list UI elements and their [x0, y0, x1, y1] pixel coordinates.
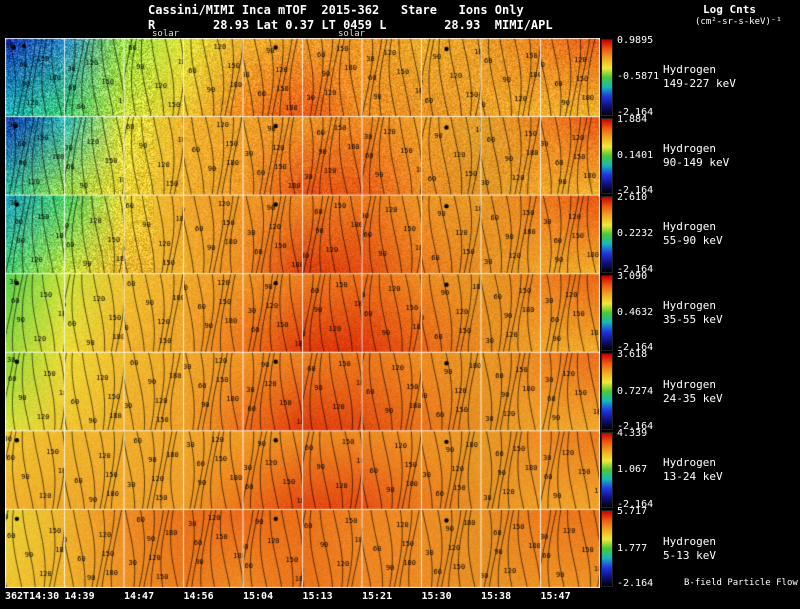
colorbar-mid-value: -0.5871: [617, 71, 659, 82]
colorbar-max-value: 4.339: [617, 428, 647, 439]
species-label: Hydrogen: [663, 299, 716, 312]
energy-label: 90-149 keV: [663, 156, 729, 169]
colorbar-max-value: 1.884: [617, 114, 647, 125]
species-label: Hydrogen: [663, 142, 716, 155]
colorbar-max-value: 3.618: [617, 349, 647, 360]
time-tick-label: 14:39: [65, 591, 95, 602]
colorbar-mid-value: 0.4632: [617, 307, 653, 318]
page-title: Cassini/MIMI Inca mTOF 2015-362 Stare Io…: [148, 3, 524, 17]
colorbar-mid-value: 1.777: [617, 543, 647, 554]
species-label: Hydrogen: [663, 220, 716, 233]
colorbar-values-column: 0.9895 -0.5871 -2.164 1.884 0.1401 -2.164 2.61…: [617, 38, 663, 590]
colorbar-mid-value: 0.2232: [617, 228, 653, 239]
energy-label: 13-24 keV: [663, 470, 723, 483]
species-label: Hydrogen: [663, 63, 716, 76]
energy-label: 5-13 keV: [663, 549, 716, 562]
colorbar-min-value: -2.164: [617, 578, 653, 589]
time-tick-label: 15:13: [303, 591, 333, 602]
colorbar: [601, 118, 613, 195]
colorbar-mid-value: 0.1401: [617, 150, 653, 161]
time-tick-label: 362T14:30: [5, 591, 59, 602]
energy-label: 35-55 keV: [663, 313, 723, 326]
energy-label: 55-90 keV: [663, 234, 723, 247]
colorbar-column: [601, 38, 613, 588]
colorbar-max-value: 3.090: [617, 271, 647, 282]
colorbar: [601, 432, 613, 509]
colorbar-max-value: 0.9895: [617, 35, 653, 46]
colorbar: [601, 39, 613, 116]
colorbar-mid-value: 1.067: [617, 464, 647, 475]
time-tick-label: 15:47: [541, 591, 571, 602]
colorbar-legend-units: (cm²-sr-s-keV)⁻¹: [695, 17, 782, 27]
colorbar: [601, 510, 613, 587]
spectrogram-canvas: [5, 38, 600, 588]
colorbar: [601, 275, 613, 352]
colorbar: [601, 353, 613, 430]
time-tick-label: 15:38: [481, 591, 511, 602]
colorbar-max-value: 5.717: [617, 506, 647, 517]
energy-labels-column: Hydrogen 149-227 keV Hydrogen 90-149 keV Hyd…: [663, 38, 798, 588]
energy-label: 24-35 keV: [663, 392, 723, 405]
colorbar-max-value: 2.610: [617, 192, 647, 203]
time-tick-label: 15:30: [422, 591, 452, 602]
time-tick-label: 15:21: [362, 591, 392, 602]
species-label: Hydrogen: [663, 378, 716, 391]
time-axis: 362T14:30 14:39 14:47 14:56 15:04 15:13 15:21 1…: [5, 591, 605, 606]
bfield-note: B-field Particle Flow: [684, 578, 798, 588]
colorbar-legend-title: Log Cnts: [703, 3, 756, 16]
colorbar: [601, 196, 613, 273]
energy-label: 149-227 keV: [663, 77, 736, 90]
time-tick-label: 14:47: [124, 591, 154, 602]
species-label: Hydrogen: [663, 535, 716, 548]
species-label: Hydrogen: [663, 456, 716, 469]
time-tick-label: 14:56: [184, 591, 214, 602]
time-tick-label: 15:04: [243, 591, 273, 602]
colorbar-mid-value: 0.7274: [617, 386, 653, 397]
